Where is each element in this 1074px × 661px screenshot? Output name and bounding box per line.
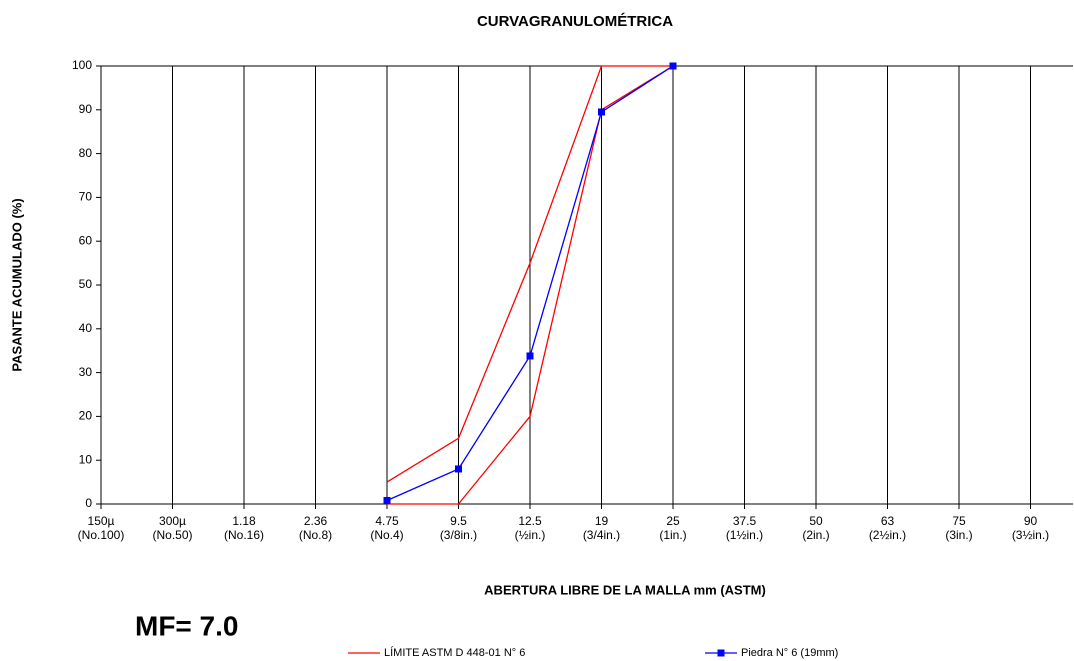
x-tick-label: 12.5 [518,514,542,528]
x-tick-note: (½in.) [515,528,546,542]
x-tick-note: (3/8in.) [440,528,477,542]
point-marker [383,496,391,504]
y-tick-label: 20 [79,409,93,423]
x-tick-label: 9.5 [450,514,467,528]
x-tick-note: (3in.) [945,528,972,542]
point-marker [455,465,462,473]
y-tick-label: 40 [79,321,93,335]
y-tick-label: 80 [79,146,93,160]
x-tick-label: 63 [881,514,895,528]
x-tick-note: (No.100) [78,528,125,542]
x-tick-note: (No.4) [370,528,403,542]
y-tick-label: 90 [79,102,93,116]
x-tick-note: (No.50) [152,528,192,542]
x-tick-note: (1½in.) [726,528,763,542]
x-tick-label: 50 [809,514,823,528]
x-tick-note: (2½in.) [869,528,906,542]
legend-label: LÍMITE ASTM D 448-01 N° 6 [384,646,525,659]
x-tick-label: 150µ [88,514,115,528]
x-tick-note: (1in.) [659,528,686,542]
y-tick-label: 100 [72,58,92,72]
x-tick-label: 19 [595,514,609,528]
x-tick-label: 2.36 [304,514,328,528]
y-tick-label: 10 [79,452,93,466]
point-marker [526,352,534,360]
x-axis-label: ABERTURA LIBRE DE LA MALLA mm (ASTM) [484,582,766,597]
point-marker [669,62,677,70]
y-tick-label: 60 [79,233,93,247]
y-tick-label: 30 [79,365,93,379]
x-tick-label: 4.75 [375,514,399,528]
legend-marker [717,649,725,657]
x-tick-note: (No.8) [299,528,332,542]
y-tick-label: 0 [85,496,92,510]
x-tick-label: 300µ [159,514,186,528]
series-line [387,65,674,505]
y-axis-label: PASANTE ACUMULADO (%) [9,198,24,371]
y-tick-label: 50 [79,277,93,291]
annotation: MF= 7.0 [135,610,238,641]
x-tick-label: 75 [952,514,966,528]
series-line [386,65,673,483]
x-tick-label: 1.18 [232,514,256,528]
x-tick-note: (3/4in.) [583,528,620,542]
x-tick-label: 90 [1024,514,1038,528]
point-marker [598,108,605,116]
x-tick-note: (No.16) [224,528,264,542]
y-tick-label: 70 [79,190,93,204]
chart-title: CURVAGRANULOMÉTRICA [477,13,673,30]
x-tick-note: (3½in.) [1012,528,1049,542]
legend-label: Piedra N° 6 (19mm) [741,647,838,659]
x-tick-label: 25 [666,514,680,528]
x-tick-note: (2in.) [802,528,829,542]
x-tick-label: 37.5 [733,514,757,528]
